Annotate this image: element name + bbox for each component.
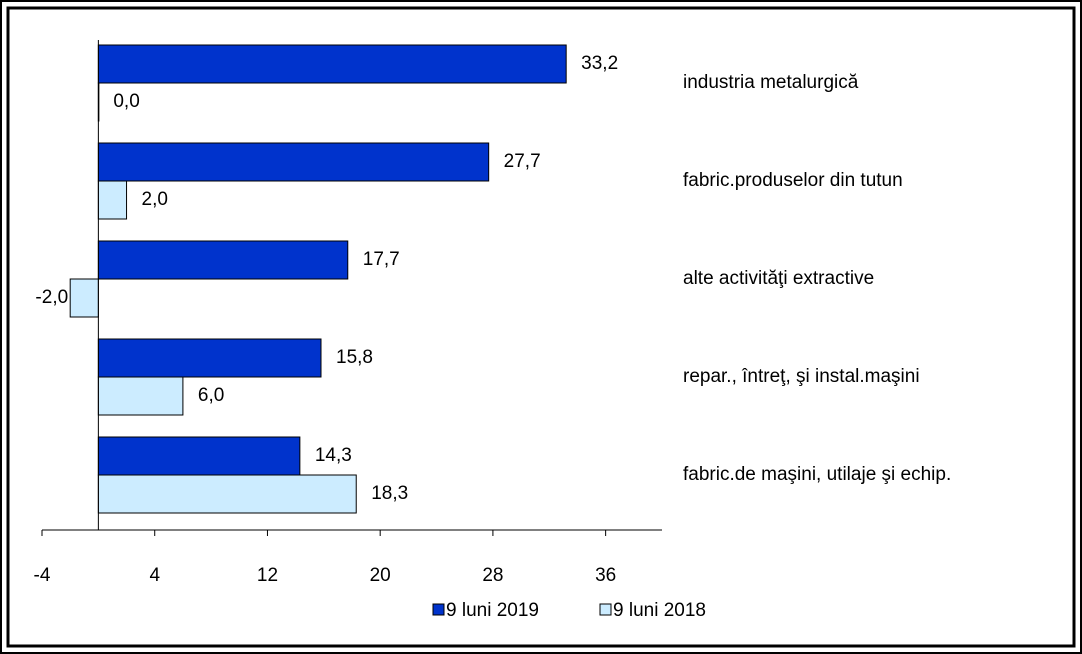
value-label: -2,0 — [35, 287, 68, 308]
category-label: fabric.produselor din tutun — [683, 170, 903, 191]
bar — [97, 180, 128, 220]
value-label: 14,3 — [315, 445, 352, 466]
legend-swatch — [599, 603, 612, 616]
value-label: 0,0 — [113, 91, 139, 112]
x-tick-label: 28 — [482, 565, 503, 586]
legend-swatch — [432, 603, 445, 616]
bar — [97, 142, 490, 182]
bar — [97, 436, 301, 476]
bar — [69, 278, 99, 318]
x-tick-label: 12 — [257, 565, 278, 586]
bar — [97, 474, 357, 514]
x-tick-label: 36 — [595, 565, 616, 586]
category-label: alte activităţi extractive — [683, 268, 874, 289]
category-label: repar., întreţ, şi instal.maşini — [683, 366, 920, 387]
x-tick-label: -4 — [34, 565, 51, 586]
value-label: 27,7 — [504, 151, 541, 172]
value-label: 15,8 — [336, 347, 373, 368]
legend-label: 9 luni 2018 — [613, 600, 706, 621]
value-label: 2,0 — [142, 189, 168, 210]
bar — [97, 376, 184, 416]
value-label: 6,0 — [198, 385, 224, 406]
value-label: 17,7 — [363, 249, 400, 270]
bar — [97, 44, 567, 84]
bar — [97, 240, 349, 280]
value-label: 33,2 — [581, 53, 618, 74]
x-tick-label: 4 — [149, 565, 160, 586]
inner-frame — [6, 6, 1076, 648]
category-label: industria metalurgică — [683, 72, 859, 93]
bar — [97, 338, 322, 378]
value-label: 18,3 — [371, 483, 408, 504]
x-tick-label: 20 — [370, 565, 391, 586]
category-label: fabric.de maşini, utilaje şi echip. — [683, 464, 951, 485]
legend-label: 9 luni 2019 — [446, 600, 539, 621]
